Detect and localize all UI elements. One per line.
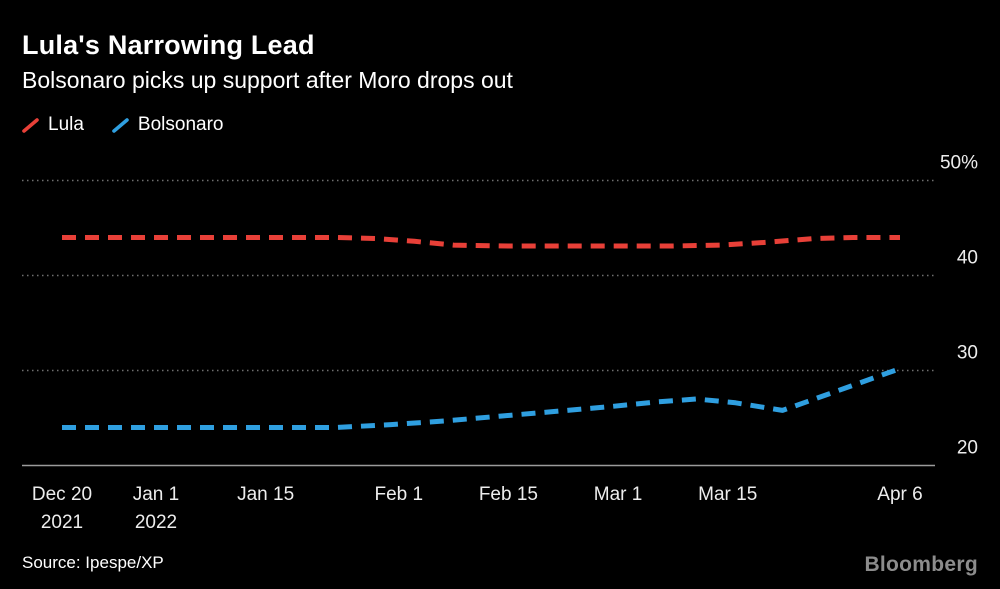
- x-tick-sublabel-2022: 2022: [135, 512, 177, 533]
- chart-title: Lula's Narrowing Lead: [22, 30, 315, 60]
- y-tick-label-50: 50%: [940, 153, 978, 174]
- x-tick-label-apr-6: Apr 6: [877, 484, 922, 505]
- x-tick-label-mar-1: Mar 1: [594, 484, 643, 505]
- legend-label-bolsonaro: Bolsonaro: [137, 114, 224, 135]
- chart-subtitle: Bolsonaro picks up support after Moro dr…: [22, 67, 513, 93]
- x-tick-label-dec-20: Dec 20: [32, 484, 92, 505]
- y-tick-label-30: 30: [957, 343, 978, 364]
- x-tick-label-feb-15: Feb 15: [479, 484, 538, 505]
- x-tick-label-jan-1: Jan 1: [133, 484, 179, 505]
- x-tick-label-feb-1: Feb 1: [374, 484, 423, 505]
- legend-item-bolsonaro: Bolsonaro: [112, 114, 224, 136]
- chart-legend: Lula Bolsonaro: [22, 114, 223, 136]
- x-tick-label-jan-15: Jan 15: [237, 484, 294, 505]
- lula-line-icon: [22, 117, 39, 133]
- x-tick-label-mar-15: Mar 15: [698, 484, 757, 505]
- source-label: Source: Ipespe/XP: [22, 553, 164, 572]
- legend-item-lula: Lula: [22, 114, 84, 136]
- series-line-lula: [62, 235, 900, 249]
- y-tick-label-40: 40: [957, 248, 978, 269]
- bolsonaro-line-icon: [112, 117, 129, 133]
- legend-label-lula: Lula: [48, 114, 84, 135]
- bloomberg-logo: Bloomberg: [864, 553, 978, 576]
- y-tick-label-20: 20: [957, 438, 978, 459]
- series-line-bolsonaro: [62, 366, 901, 430]
- x-tick-sublabel-2021: 2021: [41, 512, 83, 533]
